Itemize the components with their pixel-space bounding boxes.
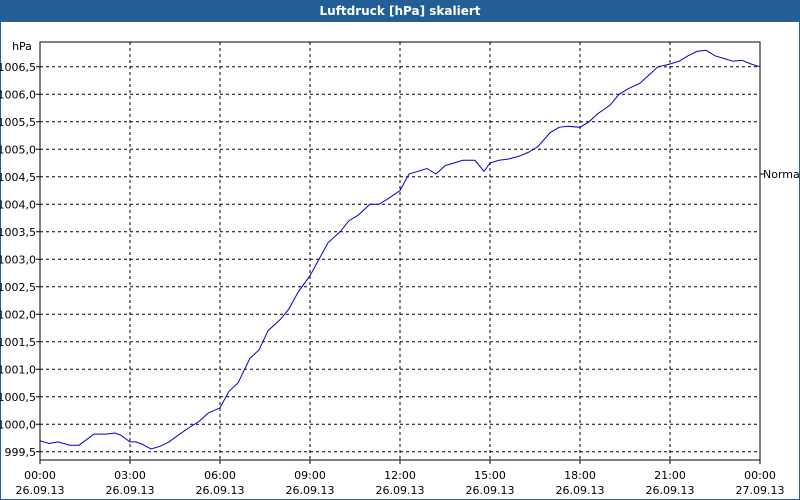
x-tick-time-label: 00:00 [744,469,776,482]
x-tick-date-label: 26.09.13 [556,484,605,497]
x-tick-time-label: 15:00 [474,469,506,482]
x-tick-date-label: 26.09.13 [646,484,695,497]
x-tick-time-label: 09:00 [294,469,326,482]
y-tick-label: 1004,5 [0,171,36,184]
y-tick-label: 1002,5 [0,281,36,294]
x-tick-time-label: 21:00 [654,469,686,482]
normal-reference-label: Normal [763,168,800,181]
x-tick-date-label: 26.09.13 [466,484,515,497]
y-tick-label: 1006,0 [0,88,36,101]
y-tick-label: 1004,0 [0,198,36,211]
y-tick-label: 1001,0 [0,363,36,376]
y-tick-label: 1000,0 [0,418,36,431]
grid-lines [40,42,760,460]
series-group [39,49,761,450]
y-axis-ticks: 999,5 1000,0 1000,5 1001,0 1001,5 1002,0 1002,… [0,61,40,459]
y-tick-label: 1003,0 [0,253,36,266]
y-tick-label: 999,5 [5,446,37,459]
y-tick-label: 1006,5 [0,61,36,74]
x-tick-date-label: 27.09.13 [736,484,785,497]
x-tick-time-label: 18:00 [564,469,596,482]
x-axis-ticks: 00:00 26.09.13 03:00 26.09.13 06:00 26.09.13 0… [16,460,785,497]
y-tick-label: 1003,5 [0,226,36,239]
y-tick-label: 1002,0 [0,308,36,321]
x-tick-date-label: 26.09.13 [16,484,65,497]
x-tick-date-label: 26.09.13 [376,484,425,497]
x-tick-date-label: 26.09.13 [286,484,335,497]
y-tick-label: 1000,5 [0,391,36,404]
x-tick-date-label: 26.09.13 [106,484,155,497]
y-tick-label: 1005,5 [0,116,36,129]
x-tick-time-label: 12:00 [384,469,416,482]
y-tick-label: 1005,0 [0,143,36,156]
y-tick-label: 1001,5 [0,336,36,349]
x-tick-time-label: 00:00 [24,469,56,482]
y-axis-unit-label: hPa [12,40,32,53]
x-tick-time-label: 06:00 [204,469,236,482]
pressure-series-line [39,49,761,450]
x-tick-time-label: 03:00 [114,469,146,482]
x-tick-date-label: 26.09.13 [196,484,245,497]
window-title: Luftdruck [hPa] skaliert [0,0,800,22]
reference-line-group: Normal [760,168,800,181]
